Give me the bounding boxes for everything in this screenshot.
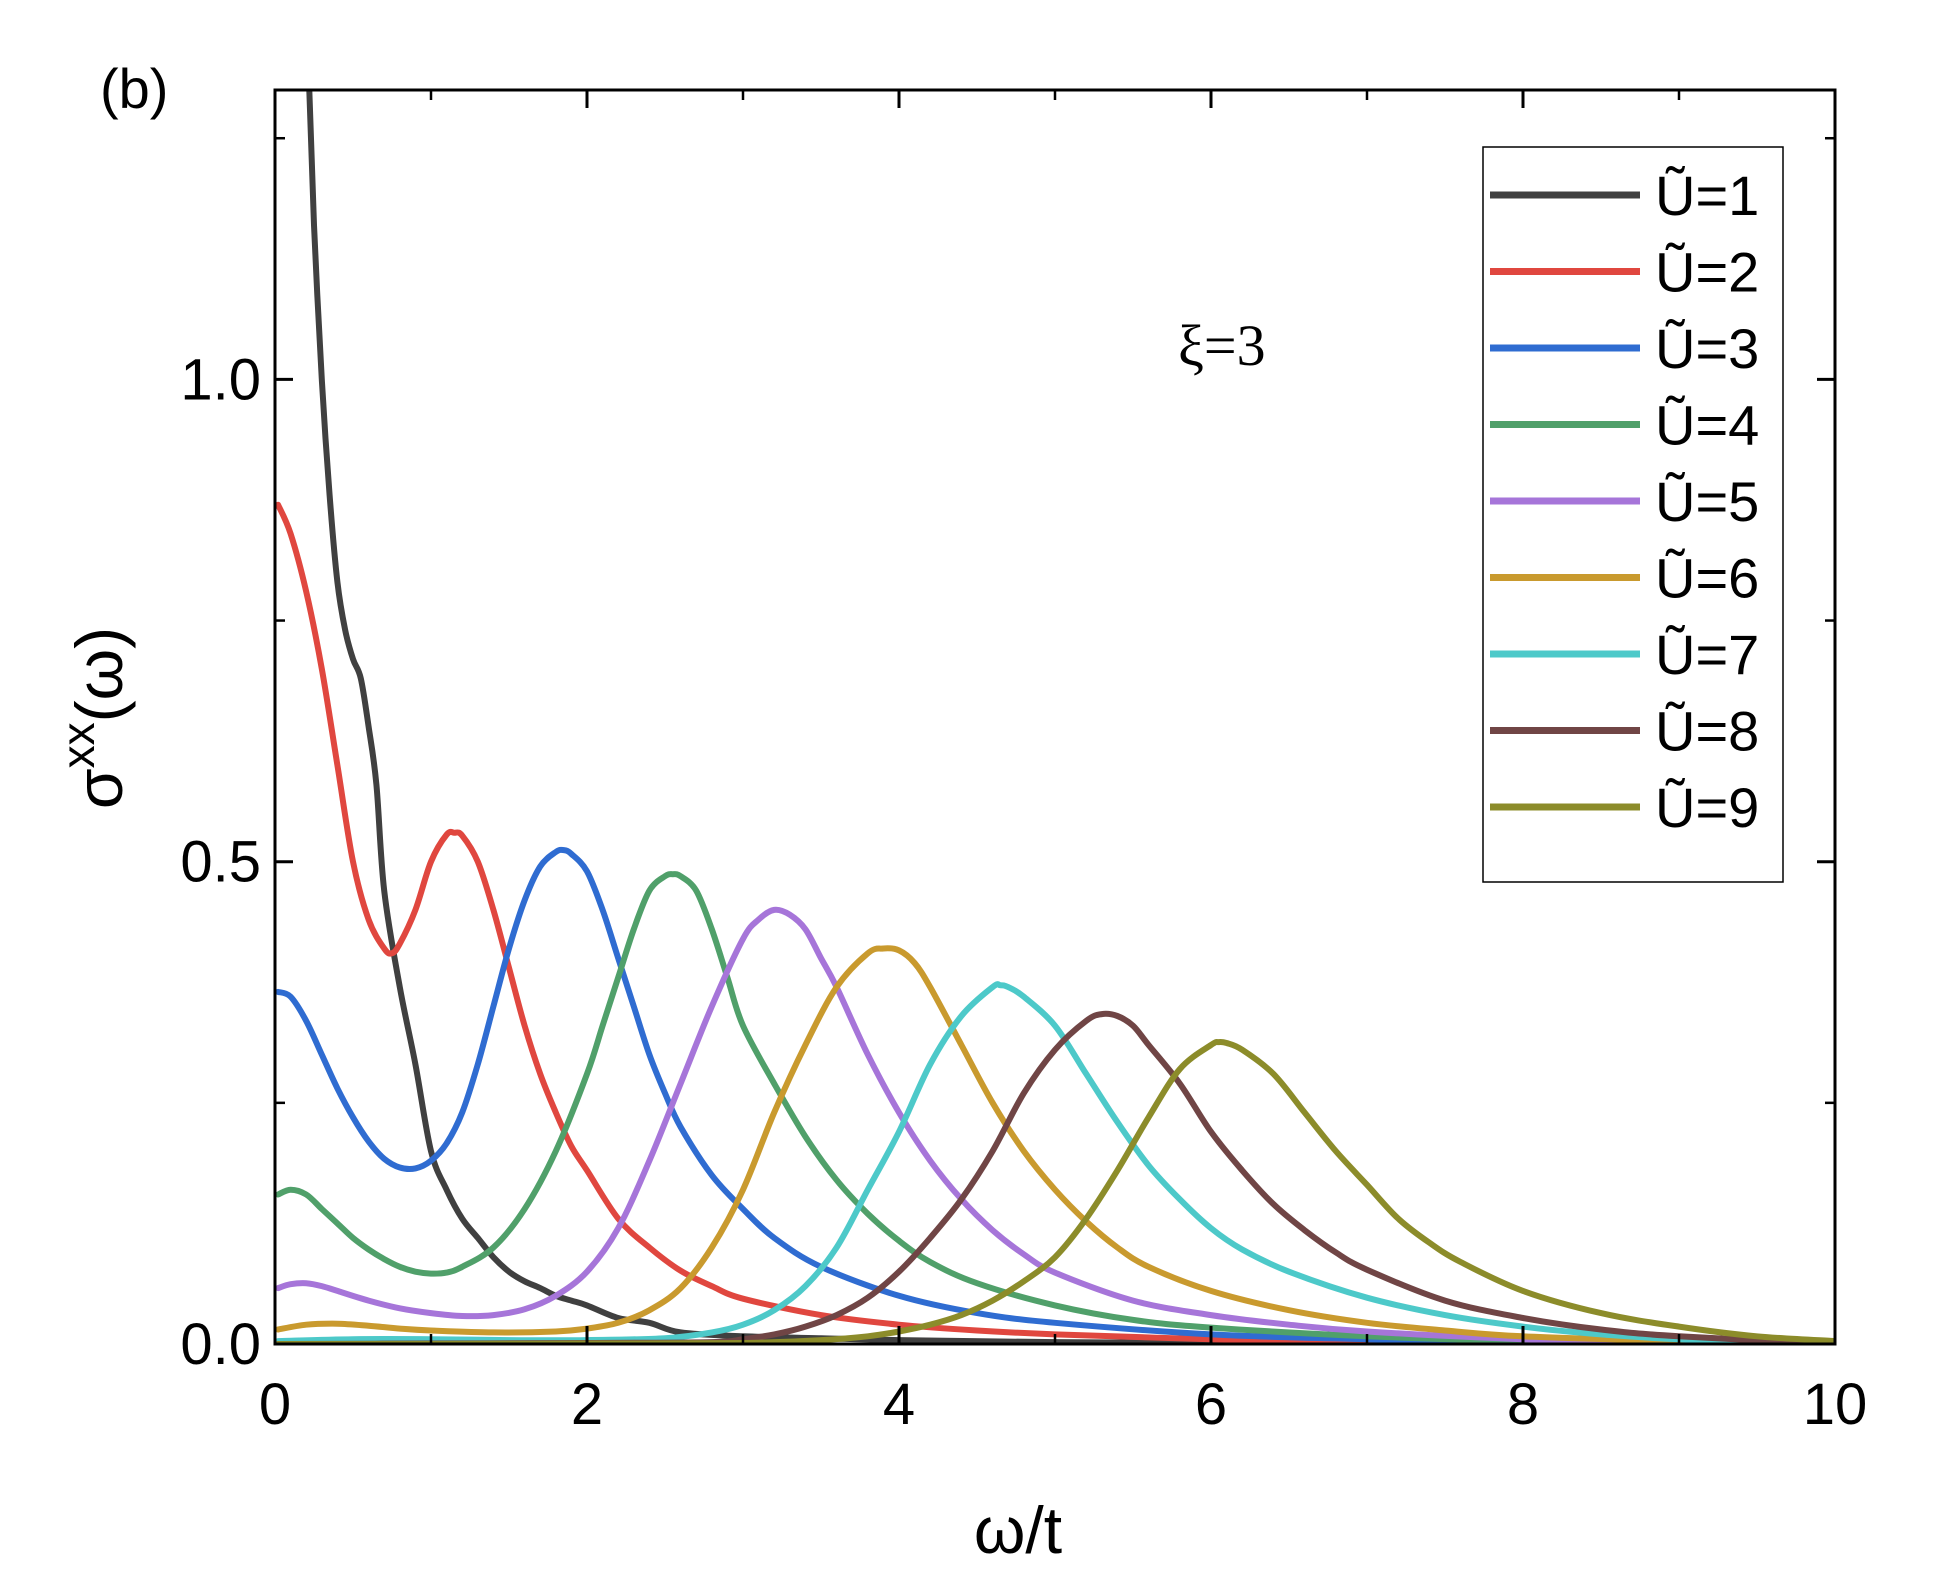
series-line-u5 <box>275 906 1835 1344</box>
y-axis-label-tail: (ω) <box>62 627 136 723</box>
series-line-u3 <box>275 846 1835 1344</box>
series-line-u9 <box>275 1038 1835 1344</box>
x-tick-label: 4 <box>883 1372 915 1437</box>
legend-label-u9: Ũ=9 <box>1655 776 1759 839</box>
x-tick-label: 6 <box>1195 1372 1227 1437</box>
x-tick-label: 0 <box>259 1372 291 1437</box>
panel-label: (b) <box>100 57 168 120</box>
legend-label-u5: Ũ=5 <box>1655 470 1759 533</box>
legend-label-u3: Ũ=3 <box>1655 317 1759 380</box>
series-line-u8 <box>275 1010 1835 1344</box>
series-line-u6 <box>275 945 1835 1344</box>
y-tick-label: 1.0 <box>180 347 261 412</box>
legend-label-u4: Ũ=4 <box>1655 394 1759 457</box>
y-axis-label-base: σ <box>62 768 136 809</box>
x-tick-label: 2 <box>571 1372 603 1437</box>
series-line-u4 <box>275 871 1835 1344</box>
legend-label-u7: Ũ=7 <box>1655 623 1759 686</box>
y-axis-label-superscript: xx <box>52 722 104 768</box>
y-tick-label: 0.5 <box>180 830 261 895</box>
legend-label-u2: Ũ=2 <box>1655 241 1759 304</box>
series-lines <box>275 90 1835 1344</box>
axis-ticks: 0 2 4 6 8 10 0.0 0.5 1.0 <box>180 90 1867 1437</box>
x-axis-label: ω/t <box>974 1493 1062 1567</box>
y-tick-label: 0.0 <box>180 1312 261 1377</box>
y-axis-label: σxx(ω) <box>52 627 136 809</box>
legend-label-u6: Ũ=6 <box>1655 547 1759 610</box>
legend-label-u8: Ũ=8 <box>1655 700 1759 763</box>
series-line-u7 <box>275 981 1835 1344</box>
legend-label-u1: Ũ=1 <box>1655 164 1759 227</box>
xi-annotation: ξ=3 <box>1178 313 1266 378</box>
legend: Ũ=1 Ũ=2 Ũ=3 Ũ=4 Ũ=5 Ũ=6 Ũ=7 Ũ=8 Ũ=9 <box>1482 146 1784 883</box>
svg-text:σxx(ω): σxx(ω) <box>52 627 136 809</box>
x-tick-label: 10 <box>1803 1372 1868 1437</box>
series-line-u1 <box>306 90 1835 1344</box>
x-tick-label: 8 <box>1507 1372 1539 1437</box>
